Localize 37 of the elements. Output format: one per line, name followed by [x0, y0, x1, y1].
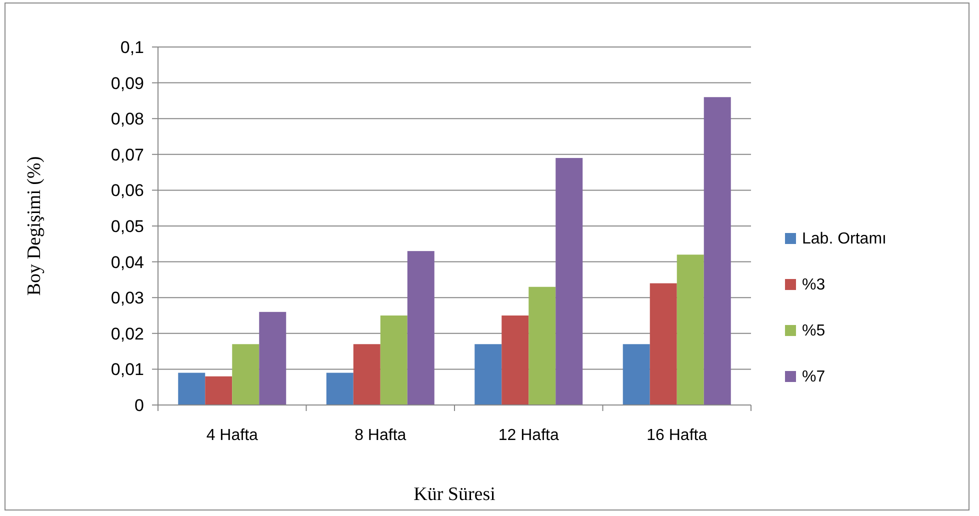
bar [178, 372, 206, 405]
legend-label: %3 [802, 276, 826, 294]
bar [704, 97, 731, 405]
legend-label: %5 [802, 322, 826, 340]
x-tick-label: 8 Hafta [354, 427, 406, 444]
bar [502, 316, 529, 405]
legend-label: %7 [802, 368, 826, 386]
bar [528, 286, 556, 405]
x-tick-label: 4 Hafta [206, 427, 258, 444]
bar [326, 372, 354, 405]
bar [205, 376, 232, 405]
bar [676, 254, 704, 405]
bar [353, 344, 380, 405]
y-tick-label: 0,01 [110, 360, 144, 380]
y-tick-label: 0,07 [110, 145, 144, 164]
y-tick-label: 0,05 [110, 216, 144, 236]
x-tick-label: 16 Hafta [646, 427, 708, 444]
y-tick-label: 0,08 [110, 110, 144, 129]
legend-label: Lab. Ortamı [802, 230, 886, 248]
y-tick-label: 0,04 [110, 252, 144, 272]
x-tick-label: 12 Hafta [498, 427, 559, 444]
y-tick-label: 0,03 [110, 288, 144, 308]
bar [622, 344, 650, 405]
y-tick-label: 0,1 [120, 38, 144, 57]
y-axis-title: Boy Degişimi (%) [24, 156, 45, 296]
bar [650, 283, 677, 405]
bar [407, 251, 434, 405]
bar [259, 312, 286, 405]
y-tick-label: 0,09 [110, 74, 144, 93]
y-tick-label: 0,06 [110, 181, 144, 200]
bar [380, 316, 408, 405]
x-axis-title: Kür Süresi [414, 484, 496, 505]
bar [474, 344, 502, 405]
bar [232, 344, 260, 405]
bar [556, 158, 583, 405]
y-tick-label: 0 [134, 396, 144, 415]
y-tick-label: 0,02 [110, 324, 144, 344]
